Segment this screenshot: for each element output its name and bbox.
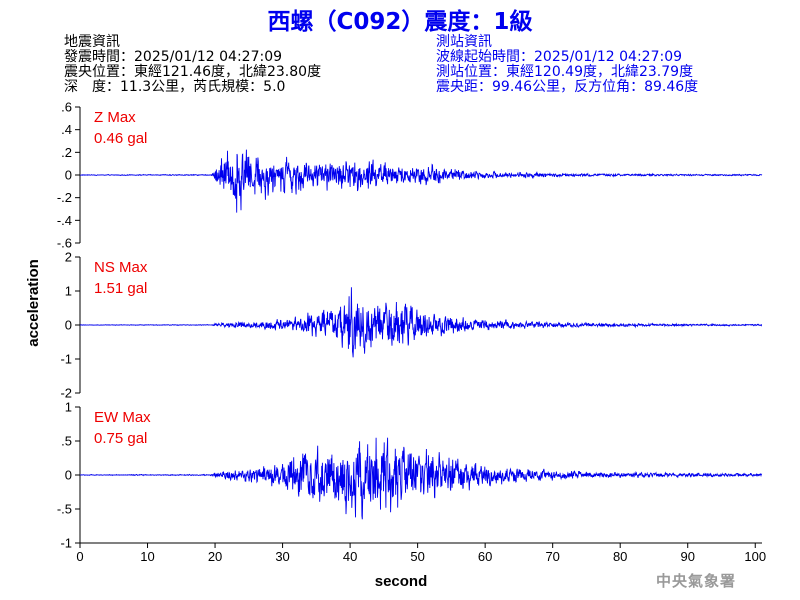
origin-time: 發震時間：2025/01/12 04:27:09 [64,49,283,65]
y-axis-title: acceleration [25,259,42,347]
distance-azimuth: 震央距：99.46公里，反方位角：89.46度 [436,79,699,95]
y-tick-label: -2 [60,386,72,401]
max-value: 0.46 gal [94,130,147,147]
page-title: 西螺（C092）震度：1級 [267,9,533,35]
earthquake-info-heading: 地震資訊 [64,34,120,50]
y-tick-label: .5 [61,434,72,449]
station-location: 測站位置：東經120.49度，北緯23.79度 [436,64,694,80]
max-label: Z Max [94,109,136,126]
panel-z: .6 .4 .2 0 -.2 -.4 -.6 Z Max 0.46 gal [57,100,763,251]
station-info: 測站資訊 波線起始時間：2025/01/12 04:27:09 測站位置：東經1… [436,35,698,95]
station-info-heading: 測站資訊 [436,34,492,50]
waveform-trace [79,437,763,520]
panel-ns: 2 1 0 -1 -2 NS Max 1.51 gal [60,250,763,401]
x-tick-label: 20 [208,549,222,564]
max-value: 0.75 gal [94,430,147,447]
x-tick-label: 50 [410,549,424,564]
y-tick-label: -.2 [57,190,72,205]
earthquake-info: 地震資訊 發震時間：2025/01/12 04:27:09 震央位置：東經121… [64,35,321,95]
x-tick-label: 10 [140,549,154,564]
agency-credit: 中央氣象署 [656,572,737,590]
y-tick-label: 0 [65,318,72,333]
x-tick-label: 70 [545,549,559,564]
y-tick-label: 0 [65,468,72,483]
epicenter: 震央位置：東經121.46度，北緯23.80度 [64,64,322,80]
y-tick-label: -.5 [57,502,72,517]
y-tick-label: -1 [60,536,72,551]
waveform-trace [80,149,763,213]
panel-ew: 1 .5 0 -.5 -1 EW Max 0.75 gal [57,400,763,551]
wave-start-time: 波線起始時間：2025/01/12 04:27:09 [436,49,683,65]
x-tick-label: 80 [613,549,627,564]
y-tick-label: .2 [61,145,72,160]
y-tick-label: -.4 [57,213,72,228]
x-tick-label: 30 [275,549,289,564]
max-value: 1.51 gal [94,280,147,297]
y-tick-label: 0 [65,168,72,183]
max-label: NS Max [94,259,148,276]
y-tick-label: 1 [65,400,72,415]
y-tick-label: .4 [61,122,72,137]
x-tick-label: 40 [343,549,357,564]
depth-magnitude: 深 度：11.3公里，芮氏規模：5.0 [64,79,286,95]
x-tick-label: 0 [76,549,83,564]
y-tick-label: 1 [65,284,72,299]
y-tick-label: -.6 [57,236,72,251]
y-tick-label: 2 [65,250,72,265]
x-tick-label: 90 [680,549,694,564]
x-tick-label: 60 [478,549,492,564]
x-tick-label: 100 [744,549,766,564]
x-axis-title: second [375,573,428,590]
y-tick-label: .6 [61,100,72,115]
waveform-trace [79,287,763,358]
max-label: EW Max [94,409,151,426]
y-tick-label: -1 [60,352,72,367]
